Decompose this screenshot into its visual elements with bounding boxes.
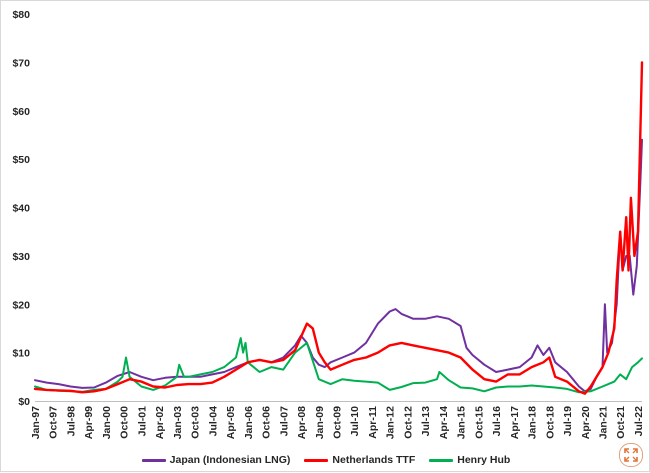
y-tick-label: $20 [12, 299, 30, 311]
series-line-japan-indonesian-lng [34, 138, 643, 393]
x-tick-label: Jan-97 [30, 406, 42, 439]
x-tick-label: Oct-18 [544, 406, 556, 439]
expand-arrows-icon [624, 448, 638, 462]
x-tick-label: Apr-20 [580, 406, 592, 439]
y-tick-label: $50 [12, 154, 30, 166]
x-tick-label: Jul-98 [65, 406, 77, 437]
x-tick-label: Apr-14 [438, 406, 450, 439]
x-tick-label: Oct-00 [119, 406, 131, 439]
x-tick-label: Apr-02 [154, 406, 166, 439]
x-tick-label: Oct-21 [615, 406, 627, 439]
legend-item-japan: Japan (Indonesian LNG) [141, 454, 291, 466]
legend-swatch-henry-hub [429, 458, 454, 462]
legend-swatch-japan [141, 458, 166, 462]
x-tick-label: Jul-22 [633, 406, 645, 437]
x-tick-label: Apr-99 [83, 406, 95, 439]
legend-swatch-ttf [304, 458, 329, 462]
x-tick-label: Oct-97 [48, 406, 60, 439]
legend-label-henry-hub: Henry Hub [457, 454, 511, 466]
x-tick-label: Apr-08 [296, 406, 308, 439]
x-tick-label: Oct-03 [190, 406, 202, 439]
x-tick-label: Jul-07 [278, 406, 290, 437]
y-tick-label: $40 [12, 203, 30, 215]
y-tick-label: $80 [12, 9, 30, 21]
legend: Japan (Indonesian LNG) Netherlands TTF H… [1, 452, 650, 468]
x-tick-label: Oct-15 [473, 406, 485, 439]
legend-item-ttf: Netherlands TTF [304, 454, 415, 466]
y-axis-ticks: $0 $10 $20 $30 $40 $50 $60 $70 $80 [12, 9, 30, 408]
x-tick-label: Apr-11 [367, 406, 379, 439]
x-tick-label: Apr-17 [509, 406, 521, 439]
x-tick-label: Oct-12 [402, 406, 414, 439]
x-tick-label: Oct-09 [331, 406, 343, 439]
y-tick-label: $30 [12, 251, 30, 263]
x-tick-label: Jan-21 [598, 406, 610, 439]
x-tick-label: Jan-00 [101, 406, 113, 439]
y-tick-label: $0 [18, 396, 30, 408]
x-tick-label: Oct-06 [261, 406, 273, 439]
legend-item-henry-hub: Henry Hub [429, 454, 510, 466]
series-line-netherlands-ttf [33, 61, 644, 395]
x-tick-label: Jul-13 [420, 406, 432, 437]
x-tick-label: Jan-06 [243, 406, 255, 439]
x-tick-label: Jan-12 [385, 406, 397, 439]
x-tick-label: Jan-03 [172, 406, 184, 439]
x-tick-label: Apr-05 [225, 406, 237, 439]
series-lines [33, 61, 644, 395]
x-tick-label: Jul-16 [491, 406, 503, 437]
expand-icon[interactable] [619, 443, 643, 467]
x-tick-label: Jan-18 [527, 406, 539, 439]
x-tick-label: Jul-19 [562, 406, 574, 437]
x-tick-label: Jul-04 [207, 406, 219, 437]
x-axis-ticks: Jan-97 Oct-97 Jul-98 Apr-99 Jan-00 Oct-00 Jul-… [30, 406, 645, 439]
y-tick-label: $10 [12, 348, 30, 360]
x-tick-label: Jan-15 [456, 406, 468, 439]
y-tick-label: $70 [12, 57, 30, 69]
y-tick-label: $60 [12, 106, 30, 118]
x-tick-label: Jul-10 [349, 406, 361, 437]
x-tick-label: Jan-09 [314, 406, 326, 439]
legend-label-ttf: Netherlands TTF [332, 454, 416, 466]
legend-label-japan: Japan (Indonesian LNG) [169, 454, 291, 466]
x-tick-label: Jul-01 [136, 406, 148, 437]
series-line-henry-hub [34, 337, 643, 394]
